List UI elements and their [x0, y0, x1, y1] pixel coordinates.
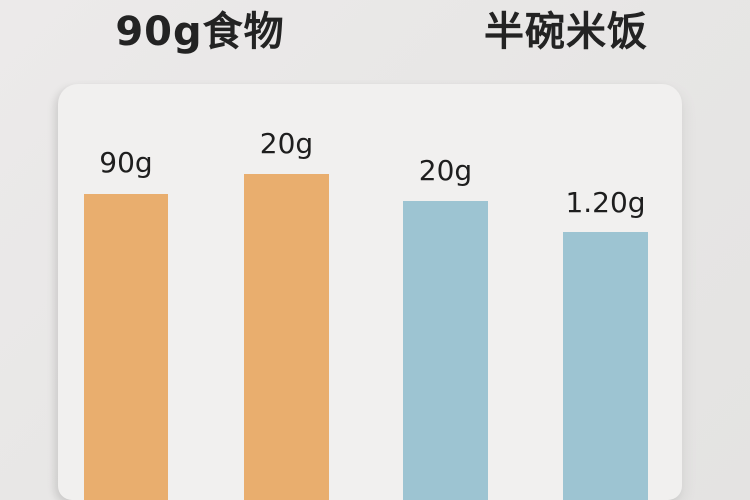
bar-rice-20g — [403, 201, 488, 500]
group-title-food: 90g食物 — [115, 9, 285, 55]
bar-value-label-20g-rice: 20g — [418, 154, 473, 187]
bar-food-20g — [244, 174, 329, 500]
bar-value-label-20g-food: 20g — [259, 127, 314, 160]
group-title-rice: 半碗米饭 — [484, 9, 648, 55]
bar-value-label-90g: 90g — [99, 146, 153, 179]
bar-value-label-1-20g: 1.20g — [565, 186, 646, 219]
bar-rice-1-20g — [563, 232, 648, 500]
bar-food-90g — [84, 194, 168, 500]
